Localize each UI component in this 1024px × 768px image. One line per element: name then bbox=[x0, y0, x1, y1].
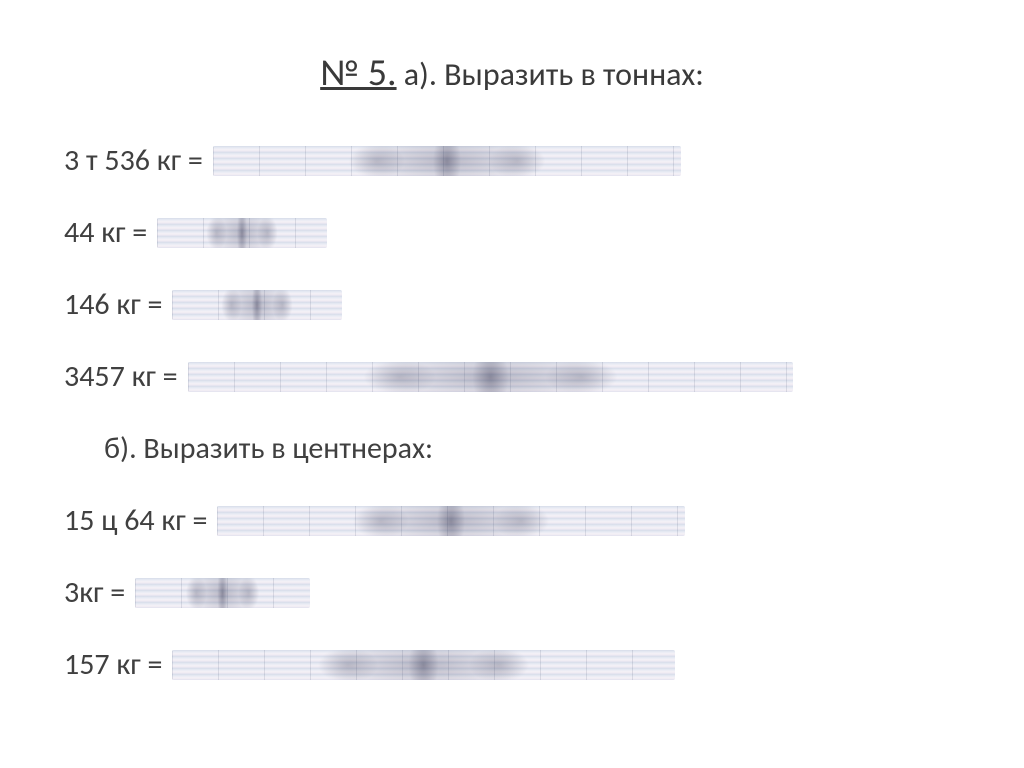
row-a-1: 3 т 536 кг = bbox=[64, 140, 964, 182]
lhs-b-3: 157 кг = bbox=[64, 644, 172, 686]
row-b-2: 3кг = bbox=[64, 572, 964, 614]
obscured-answer bbox=[213, 146, 681, 176]
obscured-answer bbox=[188, 362, 793, 392]
content-body: 3 т 536 кг = 44 кг = 146 кг = 3457 кг = … bbox=[64, 140, 964, 716]
title-number: № 5. bbox=[320, 50, 396, 96]
lhs-b-1: 15 ц 64 кг = bbox=[64, 500, 217, 542]
row-a-2: 44 кг = bbox=[64, 212, 964, 254]
obscured-answer bbox=[172, 650, 675, 680]
obscured-answer bbox=[157, 218, 327, 248]
obscured-answer bbox=[217, 506, 685, 536]
row-b-1: 15 ц 64 кг = bbox=[64, 500, 964, 542]
page-title: № 5. а). Выразить в тоннах: bbox=[0, 50, 1024, 96]
title-subtext: а). Выразить в тоннах: bbox=[397, 55, 704, 94]
row-a-4: 3457 кг = bbox=[64, 356, 964, 398]
lhs-a-3: 146 кг = bbox=[64, 284, 172, 326]
row-a-3: 146 кг = bbox=[64, 284, 964, 326]
lhs-a-2: 44 кг = bbox=[64, 212, 157, 254]
obscured-answer bbox=[135, 578, 310, 608]
obscured-answer bbox=[172, 290, 342, 320]
lhs-a-4: 3457 кг = bbox=[64, 356, 188, 398]
subheader-b: б). Выразить в центнерах: bbox=[64, 428, 964, 470]
lhs-a-1: 3 т 536 кг = bbox=[64, 140, 213, 182]
lhs-b-2: 3кг = bbox=[64, 572, 135, 614]
row-b-3: 157 кг = bbox=[64, 644, 964, 686]
